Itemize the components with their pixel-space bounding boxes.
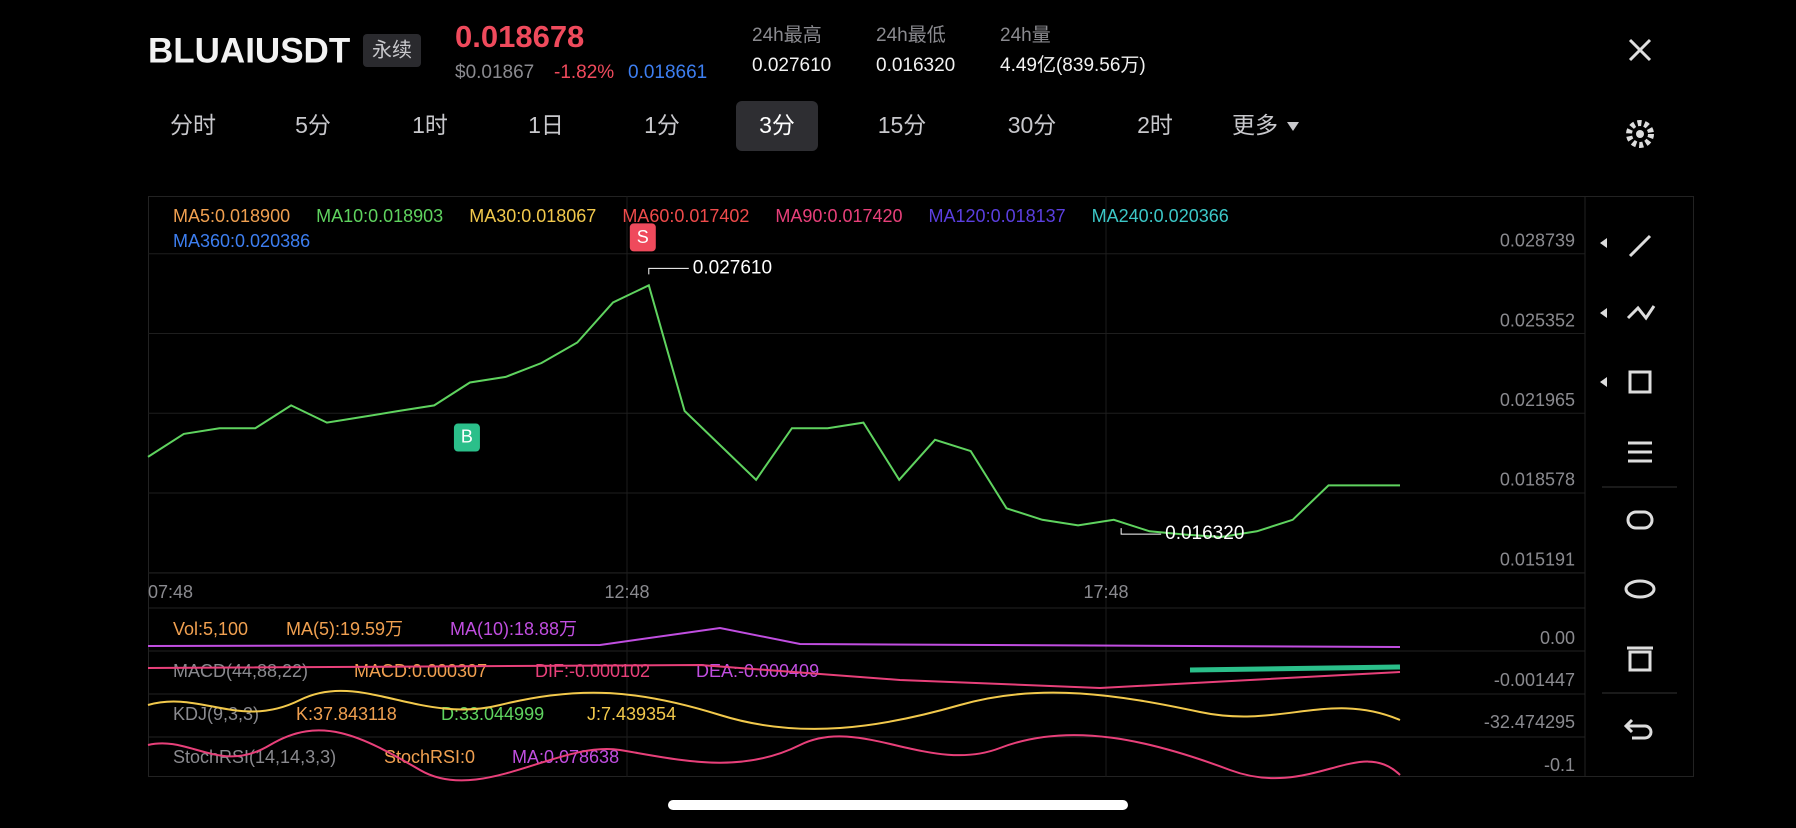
stat-value: 0.016320 xyxy=(876,55,955,76)
dropdown-arrow xyxy=(1287,122,1299,131)
ma-legend: MA10:0.018903 xyxy=(316,206,443,226)
vol-label: Vol:5,100 xyxy=(173,619,248,639)
tool-settings[interactable] xyxy=(1628,441,1652,463)
tab[interactable]: 2时 xyxy=(1137,112,1173,138)
kdj-line xyxy=(147,689,1401,730)
macd-line xyxy=(147,663,1401,690)
tool-polyline[interactable] xyxy=(1626,305,1656,321)
settings-center xyxy=(1636,130,1644,138)
tool-visibility[interactable] xyxy=(1624,579,1656,599)
ma-legend: MA60:0.017402 xyxy=(622,206,749,226)
high-label: 0.027610 xyxy=(693,257,772,278)
stat-value: 4.49亿(839.56万) xyxy=(1000,54,1146,76)
axis-label: -0.1 xyxy=(1544,755,1575,775)
last-price: 0.018678 xyxy=(455,19,584,54)
high-leader xyxy=(648,267,689,275)
tool-arrows xyxy=(1600,238,1607,387)
mark-price: 0.018661 xyxy=(628,62,707,83)
home-indicator xyxy=(668,800,1128,810)
tab[interactable]: 更多 xyxy=(1232,112,1278,138)
tab[interactable]: 1时 xyxy=(412,112,448,138)
tab[interactable]: 3分 xyxy=(759,112,795,138)
tool-layers[interactable] xyxy=(1626,510,1654,530)
tab[interactable]: 30分 xyxy=(1008,112,1057,138)
y-tick-label: 0.015191 xyxy=(1500,549,1575,569)
buy-signal: B xyxy=(461,426,473,446)
tab[interactable]: 分时 xyxy=(170,112,216,138)
tool-trendline[interactable] xyxy=(1628,234,1652,258)
macd-label: MACD(44,88,22) xyxy=(173,661,308,681)
tool-shape[interactable] xyxy=(1628,370,1652,394)
x-tick-label: 12:48 xyxy=(604,582,649,602)
vol-line xyxy=(147,626,1401,648)
kdj-label: KDJ(9,3,3) xyxy=(173,704,259,724)
symbol[interactable]: BLUAIUSDT xyxy=(148,31,350,70)
vol-ma10: MA(10):18.88万 xyxy=(450,619,577,639)
y-tick-label: 0.021965 xyxy=(1500,390,1575,410)
vol-ma5: MA(5):19.59万 xyxy=(286,619,403,639)
sell-signal: S xyxy=(637,227,649,247)
stat-label: 24h最高 xyxy=(752,24,822,46)
dea-value: DEA:-0.000409 xyxy=(696,661,819,681)
axis-label: -32.474295 xyxy=(1484,712,1575,732)
ma-legend: MA240:0.020366 xyxy=(1092,206,1229,226)
active-tab-bg xyxy=(736,101,818,151)
ma-legend: MA5:0.018900 xyxy=(173,206,290,226)
sell-signal-bg xyxy=(629,223,656,252)
settings-button[interactable] xyxy=(1626,120,1654,148)
y-tick-label: 0.018578 xyxy=(1500,470,1575,490)
stochrsi-line xyxy=(147,729,1401,782)
tab[interactable]: 5分 xyxy=(295,112,331,138)
y-tick-label: 0.028739 xyxy=(1500,231,1575,251)
tool-undo[interactable] xyxy=(1623,718,1653,740)
y-tick-label: 0.025352 xyxy=(1500,310,1575,330)
badge-bg xyxy=(363,34,421,67)
macd-hist xyxy=(1189,664,1401,673)
ma-legend: MA360:0.020386 xyxy=(173,231,310,251)
stat-value: 0.027610 xyxy=(752,55,831,76)
tab[interactable]: 15分 xyxy=(878,112,927,138)
stat-label: 24h最低 xyxy=(876,24,946,46)
buy-signal-bg xyxy=(453,423,480,452)
kdj-k: K:37.843118 xyxy=(296,704,397,724)
stochrsi-ma: MA:0.078638 xyxy=(512,747,619,767)
tab[interactable]: 1日 xyxy=(528,112,564,138)
stat-label: 24h量 xyxy=(1000,25,1051,46)
macd-value: MACD:0.000307 xyxy=(354,661,487,681)
stochrsi-label: StochRSI(14,14,3,3) xyxy=(173,747,336,767)
low-label: 0.016320 xyxy=(1165,523,1244,544)
low-leader xyxy=(1120,528,1162,535)
price-line xyxy=(147,283,1400,539)
tool-delete[interactable] xyxy=(1627,646,1653,672)
badge: 永续 xyxy=(372,38,412,61)
axis-label: 0.00 xyxy=(1540,628,1575,648)
axis-label: -0.001447 xyxy=(1494,670,1575,690)
dif-value: DIF:-0.000102 xyxy=(535,661,650,681)
tab[interactable]: 1分 xyxy=(644,112,680,138)
x-tick-label: 17:48 xyxy=(1083,582,1128,602)
ma-legend: MA90:0.017420 xyxy=(775,206,902,226)
kdj-j: J:7.439354 xyxy=(587,704,676,724)
usd-price: $0.01867 xyxy=(455,62,534,83)
chart-frame xyxy=(148,196,1694,777)
close-button[interactable] xyxy=(1628,38,1652,62)
ma-legend: MA30:0.018067 xyxy=(469,206,596,226)
x-tick-label: 07:48 xyxy=(148,582,193,602)
change: -1.82% xyxy=(554,62,614,83)
ma-legend: MA120:0.018137 xyxy=(929,206,1066,226)
